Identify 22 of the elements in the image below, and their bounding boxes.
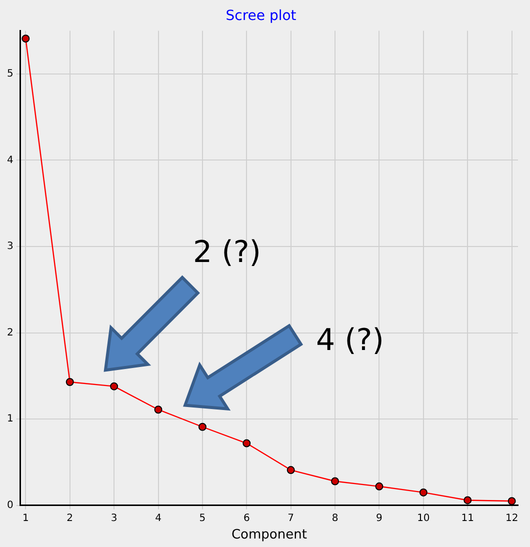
x-tick-label: 3 — [110, 512, 118, 524]
annotation: 2 (?) — [193, 234, 262, 270]
x-axis-title: Component — [231, 528, 307, 543]
x-tick-label: 7 — [288, 512, 294, 524]
y-tick-label: 2 — [6, 327, 14, 338]
annotation: 4 (?) — [316, 323, 384, 358]
x-tick-label: 8 — [332, 512, 338, 524]
x-tick-label: 1 — [22, 512, 29, 524]
x-tick-label: 2 — [66, 512, 74, 524]
x-tick-label: 9 — [376, 512, 382, 524]
x-tick-label: 11 — [461, 512, 474, 524]
x-tick-label: 12 — [505, 512, 518, 524]
x-tick-label: 6 — [243, 512, 250, 524]
y-tick-label: 5 — [6, 68, 14, 80]
y-tick-label: 0 — [6, 500, 14, 511]
x-tick-label: 5 — [199, 512, 206, 524]
x-tick-label: 4 — [155, 512, 162, 524]
y-tick-label: 4 — [6, 154, 14, 166]
y-tick-label: 1 — [6, 414, 14, 425]
y-tick-label: 3 — [6, 241, 14, 252]
chart-title: Scree plot — [226, 8, 297, 24]
x-tick-label: 10 — [417, 512, 430, 524]
